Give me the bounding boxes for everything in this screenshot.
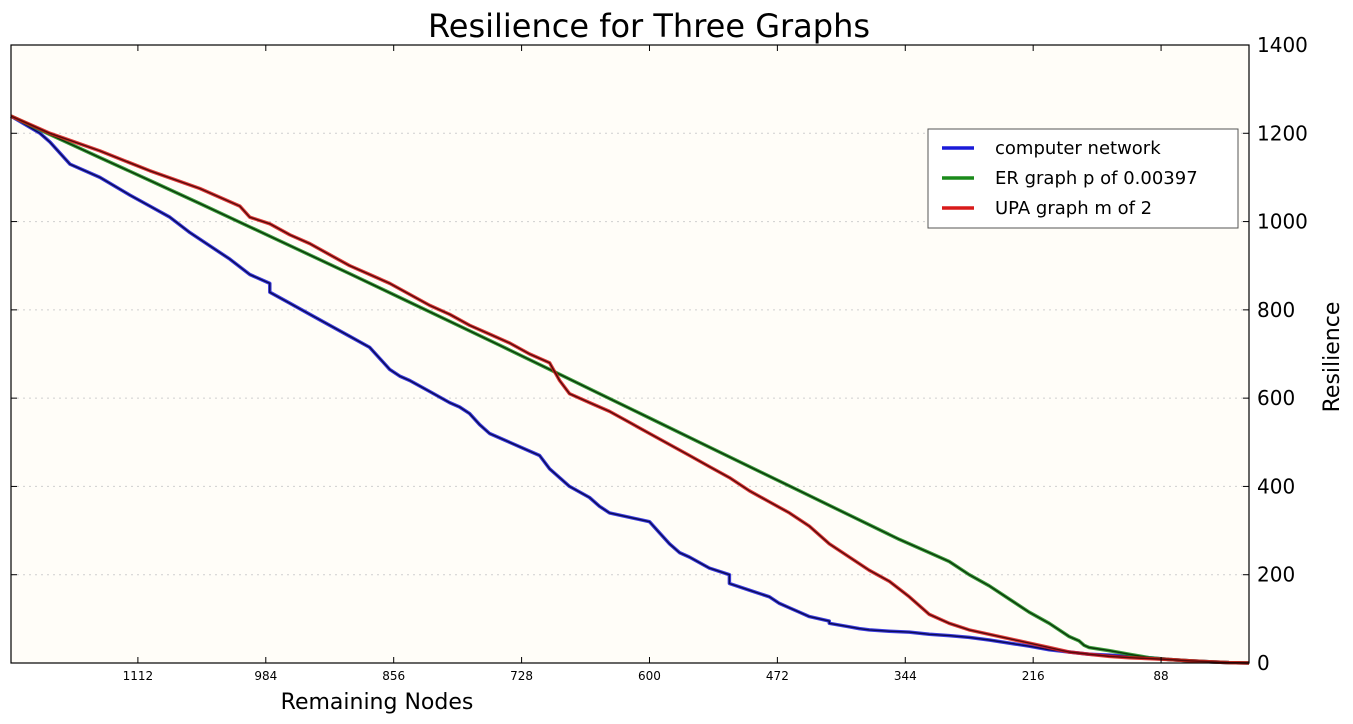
x-tick-label-0: 1112 — [123, 669, 154, 683]
y-tick-label-3: 600 — [1257, 386, 1295, 410]
series-line-core-2 — [10, 115, 1250, 664]
series-lines — [10, 114, 1250, 665]
x-axis: 1112 984 856 728 600 472 344 216 88 — [123, 45, 1169, 683]
x-tick-label-3: 728 — [510, 669, 533, 683]
x-tick-label-4: 600 — [638, 669, 661, 683]
grid — [11, 132, 1249, 576]
y-tick-label-1: 200 — [1257, 563, 1295, 587]
series-line-core-0 — [10, 115, 1250, 664]
legend-label-1: ER graph p of 0.00397 — [995, 168, 1198, 189]
legend: computer network ER graph p of 0.00397 UPA… — [927, 128, 1239, 229]
y-tick-label-6: 1200 — [1257, 121, 1308, 145]
y-tick-label-4: 800 — [1257, 298, 1295, 322]
x-tick-label-6: 344 — [894, 669, 917, 683]
y-tick-label-5: 1000 — [1257, 210, 1308, 234]
legend-label-0: computer network — [995, 138, 1161, 159]
legend-box — [927, 128, 1239, 229]
x-axis-label: Remaining Nodes — [281, 690, 474, 715]
series-line-core-1 — [10, 115, 1250, 664]
chart-title: Resilience for Three Graphs — [428, 7, 870, 45]
x-tick-label-7: 216 — [1022, 669, 1045, 683]
x-tick-label-8: 88 — [1153, 669, 1168, 683]
y-tick-label-0: 0 — [1257, 651, 1270, 675]
legend-label-2: UPA graph m of 2 — [995, 198, 1152, 219]
x-tick-label-5: 472 — [766, 669, 789, 683]
x-tick-label-1: 984 — [254, 669, 277, 683]
y-axis: 0 200 400 600 800 1000 1200 1400 — [11, 33, 1308, 675]
plot-frame — [10, 44, 1250, 664]
x-tick-label-2: 856 — [382, 669, 405, 683]
y-tick-label-7: 1400 — [1257, 33, 1308, 57]
y-axis-label: Resilience — [1320, 302, 1345, 413]
y-tick-label-2: 400 — [1257, 474, 1295, 498]
